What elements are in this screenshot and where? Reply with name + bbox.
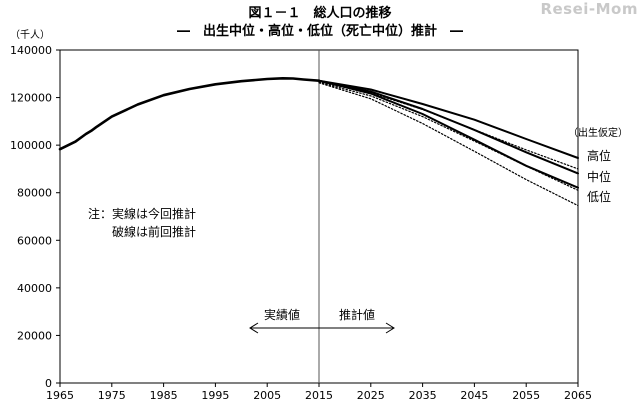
series-line-5	[318, 81, 579, 170]
x-tick-label: 1975	[98, 389, 126, 400]
note-line-2: 破線は前回推計	[112, 224, 196, 239]
series-group	[58, 77, 579, 207]
x-tick-label: 2035	[409, 389, 437, 400]
y-axis-label: （千人）	[10, 29, 50, 41]
watermark-logo: Resei-Mom	[540, 0, 638, 18]
series-line-4	[318, 79, 579, 189]
legend-heading: （出生仮定）	[568, 126, 628, 139]
x-tick-label: 2065	[564, 389, 592, 400]
x-tick-label: 2025	[357, 389, 385, 400]
y-tick-label: 120000	[10, 92, 52, 105]
y-tick-label: 100000	[10, 139, 52, 152]
x-tick-label: 2015	[305, 389, 333, 400]
projection-arrow-head	[385, 322, 395, 334]
chart-subtitle: ― 出生中位・高位・低位（死亡中位）推計 ―	[176, 24, 463, 39]
y-tick-label: 80000	[17, 187, 52, 200]
y-tick-label: 0	[45, 377, 52, 390]
series-line-7	[318, 82, 579, 207]
x-tick-label: 1985	[150, 389, 178, 400]
series-line-1	[58, 77, 321, 151]
low-label: 低位	[587, 189, 611, 204]
x-tick-label: 2045	[460, 389, 488, 400]
high-label: 高位	[587, 148, 611, 163]
actual-arrow-head	[249, 322, 259, 334]
actual-label: 実績値	[264, 307, 300, 322]
x-tick-label: 2005	[253, 389, 281, 400]
mid-label: 中位	[587, 169, 611, 184]
chart-title: 図１－１ 総人口の推移	[248, 6, 392, 21]
x-tick-label: 1965	[46, 389, 74, 400]
projection-label: 推計値	[339, 307, 375, 322]
y-tick-label: 140000	[10, 44, 52, 57]
series-line-2	[318, 79, 579, 159]
axes: 0 20000 40000 60000 80000 100000 120000 140000 1…	[10, 29, 592, 400]
x-tick-label: 1995	[201, 389, 229, 400]
series-line-3	[318, 79, 579, 175]
y-tick-label: 20000	[17, 329, 52, 342]
note-line-1: 注：実線は今回推計	[88, 206, 196, 221]
y-tick-label: 60000	[17, 234, 52, 247]
y-tick-label: 40000	[17, 282, 52, 295]
series-line-6	[318, 81, 579, 191]
x-tick-label: 2055	[512, 389, 540, 400]
